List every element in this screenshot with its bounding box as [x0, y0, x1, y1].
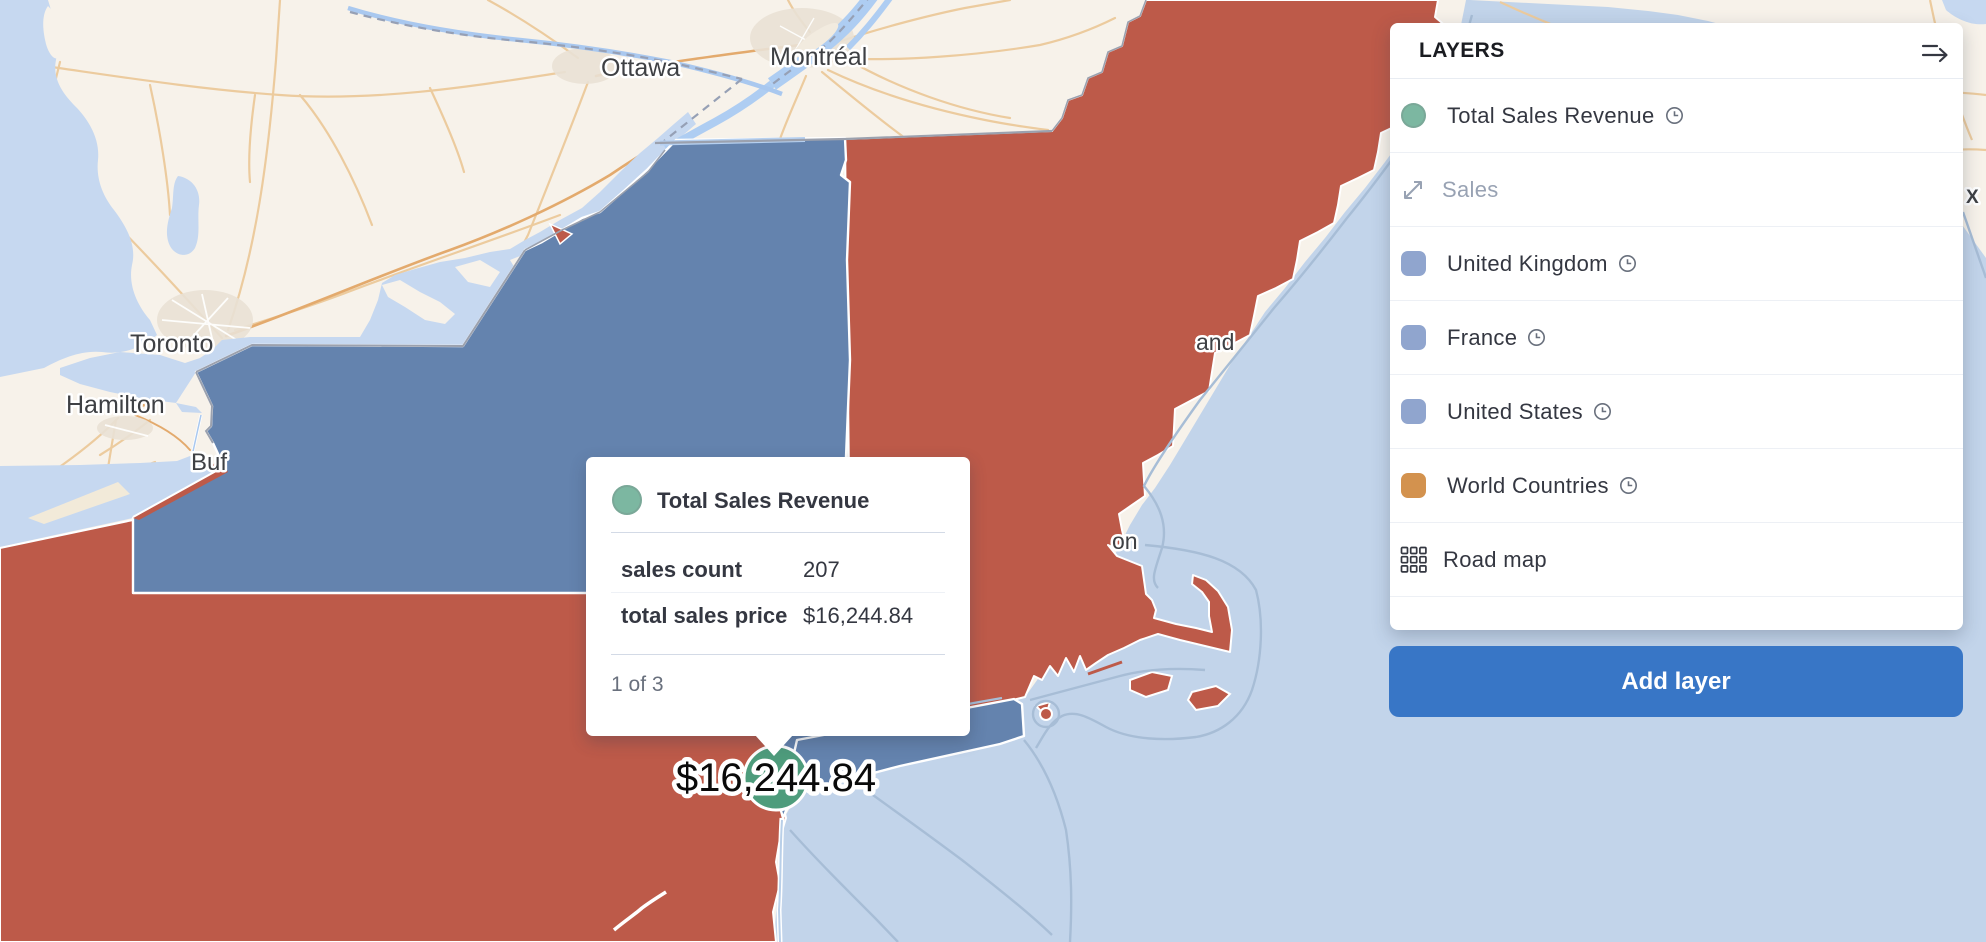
svg-text:Montréal: Montréal	[770, 43, 867, 71]
svg-text:X: X	[1966, 187, 1979, 208]
svg-text:Buf: Buf	[191, 449, 227, 476]
svg-text:$16,244.84: $16,244.84	[676, 756, 876, 800]
svg-text:Ottawa: Ottawa	[601, 54, 680, 82]
svg-text:and: and	[1196, 329, 1234, 355]
svg-text:Toronto: Toronto	[130, 330, 213, 358]
svg-text:Hamilton: Hamilton	[66, 391, 165, 419]
svg-text:on: on	[1112, 528, 1138, 554]
